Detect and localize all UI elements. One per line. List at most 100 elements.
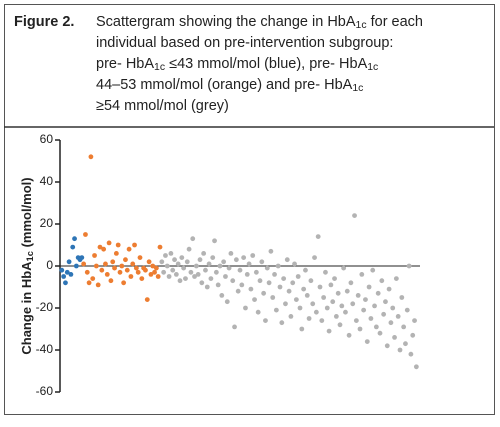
point (350, 301, 356, 307)
point (183, 276, 188, 281)
point (73, 263, 79, 269)
point (297, 305, 303, 311)
point (343, 309, 348, 315)
point (390, 305, 396, 311)
point (364, 339, 370, 344)
point (215, 282, 221, 288)
point (328, 282, 334, 288)
point (321, 295, 327, 300)
point (99, 267, 105, 273)
point (290, 280, 296, 286)
point (237, 267, 243, 273)
y-tick-label: -40 (36, 342, 54, 356)
point (303, 267, 308, 273)
point (333, 314, 339, 319)
point (117, 269, 123, 275)
point (101, 246, 107, 252)
y-tick-label: 20 (40, 216, 54, 230)
point (81, 261, 87, 267)
point (130, 261, 136, 267)
point (208, 276, 214, 281)
point (239, 282, 245, 288)
point (106, 240, 112, 246)
point (103, 261, 108, 267)
point (223, 274, 228, 279)
point (352, 213, 357, 219)
point (119, 263, 125, 269)
point (206, 261, 212, 267)
point (341, 265, 347, 271)
point (217, 263, 223, 269)
point (410, 332, 416, 338)
point (381, 311, 387, 317)
point (308, 278, 314, 284)
point (243, 305, 248, 311)
y-tick-label: -20 (36, 300, 54, 314)
point (144, 297, 150, 302)
point (355, 293, 361, 298)
caption-line: pre- HbA1c ≤43 mmol/mol (blue), pre- HbA… (96, 56, 378, 73)
point (192, 274, 197, 279)
point (317, 284, 323, 290)
point (408, 351, 414, 357)
point (219, 293, 225, 298)
point (332, 276, 337, 281)
point (348, 280, 354, 286)
caption-line: Scattergram showing the change in HbA1c … (96, 14, 423, 31)
point (163, 253, 168, 258)
point (159, 259, 165, 265)
point (241, 255, 247, 260)
caption-line: ≥54 mmol/mol (grey) (96, 98, 229, 114)
caption-line: individual based on pre-intervention sub… (96, 35, 393, 51)
point (172, 257, 177, 263)
point (184, 259, 190, 265)
point (372, 303, 377, 309)
point (150, 263, 156, 269)
point (228, 251, 234, 256)
plot: -60 -40 -20 0 20 40 60 (36, 132, 420, 398)
point (123, 257, 128, 263)
point (143, 267, 148, 273)
point (301, 286, 307, 292)
point (315, 234, 321, 240)
point (64, 269, 70, 275)
point (377, 330, 383, 336)
point (283, 301, 288, 307)
y-tick-label: -60 (36, 384, 54, 398)
point (170, 267, 176, 273)
point (292, 261, 297, 267)
point (393, 276, 399, 281)
point (272, 272, 277, 277)
point (359, 272, 365, 277)
point (137, 255, 143, 260)
point (401, 324, 407, 330)
point (63, 280, 68, 286)
point (233, 257, 239, 263)
point (357, 326, 363, 332)
point (310, 301, 316, 307)
point (128, 274, 134, 279)
point (284, 257, 290, 263)
point (104, 272, 110, 277)
point (304, 293, 310, 298)
point (226, 265, 232, 271)
point (153, 265, 159, 271)
point (299, 326, 305, 332)
point (279, 320, 285, 326)
point (155, 274, 161, 279)
point (248, 286, 254, 292)
point (186, 246, 192, 252)
point (392, 335, 397, 340)
point (293, 297, 299, 302)
point (375, 290, 381, 296)
caption: Scattergram showing the change in HbA1c … (96, 14, 423, 114)
point (152, 269, 157, 275)
point (126, 246, 132, 252)
point (312, 255, 317, 260)
point (197, 257, 203, 263)
point (326, 328, 332, 334)
point (112, 265, 117, 271)
point (277, 284, 283, 290)
point (59, 267, 65, 273)
